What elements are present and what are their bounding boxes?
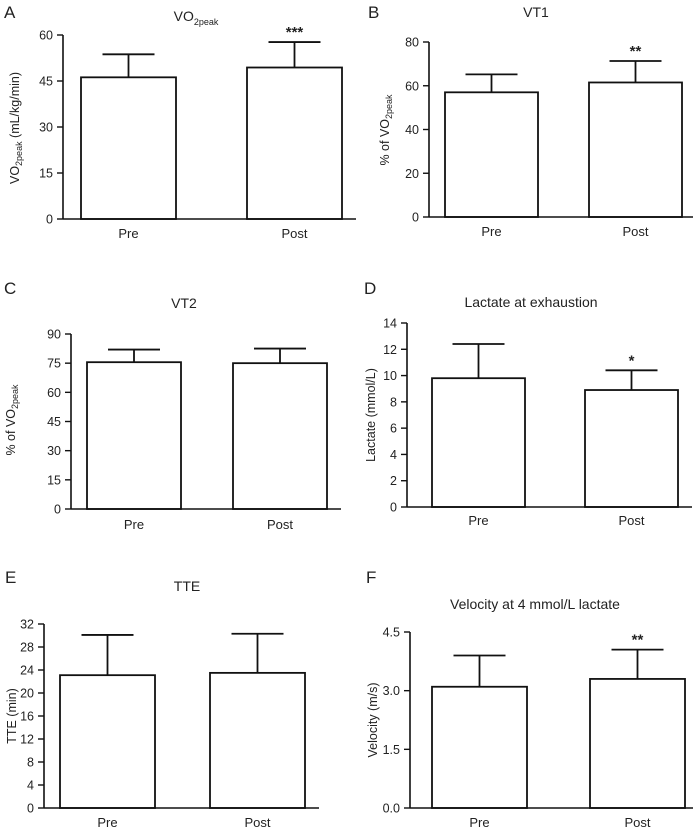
- category-label-d-0: Pre: [468, 513, 488, 528]
- category-label-f-0: Pre: [469, 815, 489, 830]
- y-tick-label-a-0: 0: [46, 213, 53, 227]
- y-tick-label-a-1: 15: [39, 167, 53, 181]
- y-tick-label-e-3: 12: [20, 733, 34, 747]
- y-tick-label-e-6: 24: [20, 664, 34, 678]
- panel-title-b: VT1: [523, 4, 549, 20]
- y-tick-label-d-4: 8: [390, 395, 397, 409]
- category-label-c-1: Post: [267, 517, 293, 532]
- y-tick-label-c-6: 90: [47, 328, 61, 342]
- significance-f-1: **: [632, 632, 644, 649]
- y-tick-label-c-0: 0: [54, 503, 61, 517]
- category-label-a-1: Post: [281, 226, 307, 241]
- y-tick-label-b-0: 0: [412, 211, 419, 225]
- panel-title-a: VO2peak: [174, 8, 219, 27]
- bar-b-pre: [444, 91, 539, 218]
- y-tick-label-c-2: 30: [47, 444, 61, 458]
- y-tick-label-c-3: 45: [47, 415, 61, 429]
- panel-letter-e: E: [5, 568, 16, 587]
- y-tick-label-d-6: 12: [383, 343, 397, 357]
- y-tick-label-e-0: 0: [27, 802, 34, 816]
- y-tick-label-b-3: 60: [405, 79, 419, 93]
- bar-f-pre: [431, 685, 528, 809]
- category-label-d-1: Post: [618, 513, 644, 528]
- y-tick-label-a-3: 45: [39, 75, 53, 89]
- y-tick-label-d-1: 2: [390, 474, 397, 488]
- y-tick-label-a-2: 30: [39, 121, 53, 135]
- y-tick-label-e-1: 4: [27, 779, 34, 793]
- panel-letter-f: F: [366, 568, 376, 587]
- y-tick-label-a-4: 60: [39, 29, 53, 43]
- bar-c-post: [232, 362, 328, 510]
- bar-a-pre: [80, 76, 177, 220]
- bar-a-post: [246, 66, 343, 220]
- y-tick-label-d-7: 14: [383, 317, 397, 331]
- y-tick-label-e-4: 16: [20, 710, 34, 724]
- y-axis-label-d: Lactate (mmol/L): [364, 368, 378, 462]
- y-tick-label-b-1: 20: [405, 167, 419, 181]
- y-tick-label-e-7: 28: [20, 641, 34, 655]
- y-tick-label-c-1: 15: [47, 473, 61, 487]
- panel-title-c: VT2: [171, 295, 197, 311]
- y-axis-label-a: VO2peak (mL/kg/min): [8, 72, 24, 184]
- y-tick-label-f-2: 3.0: [383, 684, 400, 698]
- category-label-a-0: Pre: [118, 226, 138, 241]
- bar-c-pre: [86, 361, 182, 510]
- bar-d-post: [584, 389, 679, 508]
- category-label-b-1: Post: [622, 224, 648, 239]
- y-tick-label-f-0: 0.0: [383, 802, 400, 816]
- category-label-c-0: Pre: [124, 517, 144, 532]
- y-tick-label-b-2: 40: [405, 123, 419, 137]
- category-label-f-1: Post: [624, 815, 650, 830]
- y-axis-label-c: % of VO2peak: [4, 384, 20, 456]
- panel-letter-c: C: [4, 279, 16, 298]
- y-tick-label-d-0: 0: [390, 501, 397, 515]
- y-tick-label-d-5: 10: [383, 369, 397, 383]
- bar-d-pre: [431, 377, 526, 508]
- y-tick-label-e-2: 8: [27, 756, 34, 770]
- y-tick-label-c-5: 75: [47, 357, 61, 371]
- y-axis-label-e: TTE (min): [5, 688, 19, 744]
- y-axis-label-f: Velocity (m/s): [366, 682, 380, 757]
- panel-letter-b: B: [368, 3, 379, 22]
- bar-e-post: [209, 671, 306, 809]
- panel-letter-d: D: [364, 279, 376, 298]
- panel-letter-a: A: [4, 3, 16, 22]
- category-label-b-0: Pre: [481, 224, 501, 239]
- y-tick-label-f-3: 4.5: [383, 626, 400, 640]
- category-label-e-0: Pre: [97, 815, 117, 830]
- y-tick-label-e-8: 32: [20, 618, 34, 632]
- y-tick-label-c-4: 60: [47, 386, 61, 400]
- bar-e-pre: [59, 674, 156, 809]
- y-tick-label-f-1: 1.5: [383, 743, 400, 757]
- y-tick-label-d-3: 6: [390, 422, 397, 436]
- panel-title-e: TTE: [174, 578, 200, 594]
- panel-title-d: Lactate at exhaustion: [464, 294, 597, 310]
- bar-b-post: [588, 81, 683, 218]
- bar-f-post: [589, 678, 686, 809]
- y-tick-label-e-5: 20: [20, 687, 34, 701]
- y-tick-label-b-4: 80: [405, 36, 419, 50]
- significance-d-1: *: [629, 352, 635, 369]
- y-axis-label-b: % of VO2peak: [378, 94, 394, 166]
- category-label-e-1: Post: [244, 815, 270, 830]
- significance-a-1: ***: [286, 24, 304, 41]
- y-tick-label-d-2: 4: [390, 448, 397, 462]
- significance-b-1: **: [630, 43, 642, 60]
- panel-title-f: Velocity at 4 mmol/L lactate: [450, 596, 620, 612]
